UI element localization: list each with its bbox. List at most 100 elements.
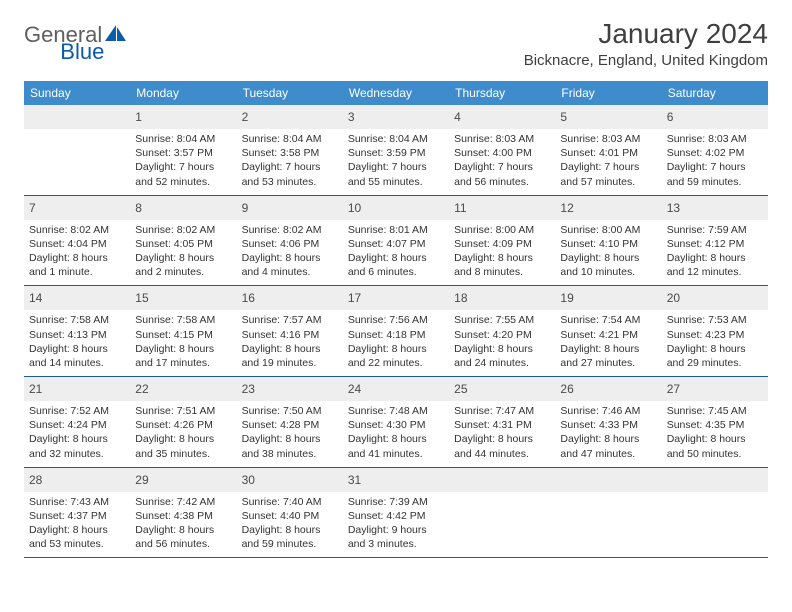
- sunset-text: Sunset: 4:40 PM: [242, 509, 338, 523]
- sunset-text: Sunset: 4:05 PM: [135, 237, 231, 251]
- day-number: 12: [560, 201, 573, 215]
- day-cell: 2Sunrise: 8:04 AMSunset: 3:58 PMDaylight…: [237, 105, 343, 195]
- daynum-row: 11: [449, 196, 555, 220]
- daylight-text: Daylight: 7 hours and 52 minutes.: [135, 160, 231, 188]
- day-number: 16: [242, 291, 255, 305]
- sunrise-text: Sunrise: 8:03 AM: [667, 132, 763, 146]
- day-cell: 6Sunrise: 8:03 AMSunset: 4:02 PMDaylight…: [662, 105, 768, 195]
- dow-sunday: Sunday: [24, 81, 130, 105]
- daynum-row: 26: [555, 377, 661, 401]
- sunset-text: Sunset: 4:42 PM: [348, 509, 444, 523]
- daynum-row: [662, 468, 768, 492]
- day-cell: 15Sunrise: 7:58 AMSunset: 4:15 PMDayligh…: [130, 286, 236, 376]
- sunset-text: Sunset: 4:15 PM: [135, 328, 231, 342]
- sunrise-text: Sunrise: 7:42 AM: [135, 495, 231, 509]
- header: General Blue January 2024 Bicknacre, Eng…: [24, 18, 768, 69]
- day-cell: 5Sunrise: 8:03 AMSunset: 4:01 PMDaylight…: [555, 105, 661, 195]
- sunrise-text: Sunrise: 8:02 AM: [242, 223, 338, 237]
- daynum-row: 31: [343, 468, 449, 492]
- sunset-text: Sunset: 4:38 PM: [135, 509, 231, 523]
- sunrise-text: Sunrise: 7:54 AM: [560, 313, 656, 327]
- daylight-text: Daylight: 8 hours and 56 minutes.: [135, 523, 231, 551]
- day-cell: 7Sunrise: 8:02 AMSunset: 4:04 PMDaylight…: [24, 196, 130, 286]
- sunset-text: Sunset: 4:09 PM: [454, 237, 550, 251]
- day-number: 20: [667, 291, 680, 305]
- sunset-text: Sunset: 4:21 PM: [560, 328, 656, 342]
- sunrise-text: Sunrise: 7:39 AM: [348, 495, 444, 509]
- daylight-text: Daylight: 8 hours and 24 minutes.: [454, 342, 550, 370]
- day-cell: 8Sunrise: 8:02 AMSunset: 4:05 PMDaylight…: [130, 196, 236, 286]
- daynum-row: 18: [449, 286, 555, 310]
- sunset-text: Sunset: 4:02 PM: [667, 146, 763, 160]
- daynum-row: 28: [24, 468, 130, 492]
- daylight-text: Daylight: 8 hours and 14 minutes.: [29, 342, 125, 370]
- day-cell: 10Sunrise: 8:01 AMSunset: 4:07 PMDayligh…: [343, 196, 449, 286]
- sunset-text: Sunset: 4:12 PM: [667, 237, 763, 251]
- day-cell: 14Sunrise: 7:58 AMSunset: 4:13 PMDayligh…: [24, 286, 130, 376]
- sunset-text: Sunset: 4:31 PM: [454, 418, 550, 432]
- daylight-text: Daylight: 8 hours and 53 minutes.: [29, 523, 125, 551]
- sunset-text: Sunset: 4:30 PM: [348, 418, 444, 432]
- daylight-text: Daylight: 8 hours and 6 minutes.: [348, 251, 444, 279]
- sunset-text: Sunset: 4:07 PM: [348, 237, 444, 251]
- day-cell: 12Sunrise: 8:00 AMSunset: 4:10 PMDayligh…: [555, 196, 661, 286]
- day-cell: 25 Sunrise: 7:47 AMSunset: 4:31 PMDayligh…: [449, 377, 555, 467]
- sunrise-text: Sunrise: 8:02 AM: [29, 223, 125, 237]
- day-cell: 1Sunrise: 8:04 AMSunset: 3:57 PMDaylight…: [130, 105, 236, 195]
- daylight-text: Daylight: 8 hours and 17 minutes.: [135, 342, 231, 370]
- sunset-text: Sunset: 4:18 PM: [348, 328, 444, 342]
- day-number: 19: [560, 291, 573, 305]
- daynum-row: 29: [130, 468, 236, 492]
- daylight-text: Daylight: 7 hours and 56 minutes.: [454, 160, 550, 188]
- daylight-text: Daylight: 8 hours and 44 minutes.: [454, 432, 550, 460]
- daynum-row: 25: [449, 377, 555, 401]
- daylight-text: Daylight: 8 hours and 35 minutes.: [135, 432, 231, 460]
- daylight-text: Daylight: 8 hours and 2 minutes.: [135, 251, 231, 279]
- daylight-text: Daylight: 8 hours and 38 minutes.: [242, 432, 338, 460]
- day-number: 26: [560, 382, 573, 396]
- daylight-text: Daylight: 7 hours and 55 minutes.: [348, 160, 444, 188]
- sunrise-text: Sunrise: 7:55 AM: [454, 313, 550, 327]
- daylight-text: Daylight: 8 hours and 1 minute.: [29, 251, 125, 279]
- day-cell: 23Sunrise: 7:50 AMSunset: 4:28 PMDayligh…: [237, 377, 343, 467]
- sunset-text: Sunset: 4:26 PM: [135, 418, 231, 432]
- daynum-row: 23: [237, 377, 343, 401]
- sunrise-text: Sunrise: 7:48 AM: [348, 404, 444, 418]
- sunset-text: Sunset: 4:20 PM: [454, 328, 550, 342]
- sunset-text: Sunset: 4:35 PM: [667, 418, 763, 432]
- daynum-row: 14: [24, 286, 130, 310]
- sunrise-text: Sunrise: 7:57 AM: [242, 313, 338, 327]
- day-cell: 30Sunrise: 7:40 AMSunset: 4:40 PMDayligh…: [237, 468, 343, 558]
- sunset-text: Sunset: 4:04 PM: [29, 237, 125, 251]
- day-number: 24: [348, 382, 361, 396]
- daynum-row: 10: [343, 196, 449, 220]
- sunset-text: Sunset: 4:10 PM: [560, 237, 656, 251]
- title-block: January 2024 Bicknacre, England, United …: [524, 18, 768, 69]
- day-number: 14: [29, 291, 42, 305]
- daynum-row: 19: [555, 286, 661, 310]
- empty-day: [662, 468, 768, 558]
- daynum-row: [449, 468, 555, 492]
- day-number: 18: [454, 291, 467, 305]
- daynum-row: 17: [343, 286, 449, 310]
- week-row: 21Sunrise: 7:52 AMSunset: 4:24 PMDayligh…: [24, 377, 768, 468]
- day-number: 8: [135, 201, 142, 215]
- daylight-text: Daylight: 8 hours and 22 minutes.: [348, 342, 444, 370]
- daynum-row: 9: [237, 196, 343, 220]
- daynum-row: 13: [662, 196, 768, 220]
- weeks-container: 1Sunrise: 8:04 AMSunset: 3:57 PMDaylight…: [24, 105, 768, 558]
- day-number: 13: [667, 201, 680, 215]
- sunrise-text: Sunrise: 8:04 AM: [348, 132, 444, 146]
- daylight-text: Daylight: 8 hours and 10 minutes.: [560, 251, 656, 279]
- empty-day: [449, 468, 555, 558]
- daynum-row: 30: [237, 468, 343, 492]
- daylight-text: Daylight: 8 hours and 12 minutes.: [667, 251, 763, 279]
- sunset-text: Sunset: 4:33 PM: [560, 418, 656, 432]
- sunrise-text: Sunrise: 7:47 AM: [454, 404, 550, 418]
- day-cell: 4Sunrise: 8:03 AMSunset: 4:00 PMDaylight…: [449, 105, 555, 195]
- sunset-text: Sunset: 4:16 PM: [242, 328, 338, 342]
- week-row: 1Sunrise: 8:04 AMSunset: 3:57 PMDaylight…: [24, 105, 768, 196]
- sunrise-text: Sunrise: 7:43 AM: [29, 495, 125, 509]
- daylight-text: Daylight: 7 hours and 59 minutes.: [667, 160, 763, 188]
- sunrise-text: Sunrise: 7:45 AM: [667, 404, 763, 418]
